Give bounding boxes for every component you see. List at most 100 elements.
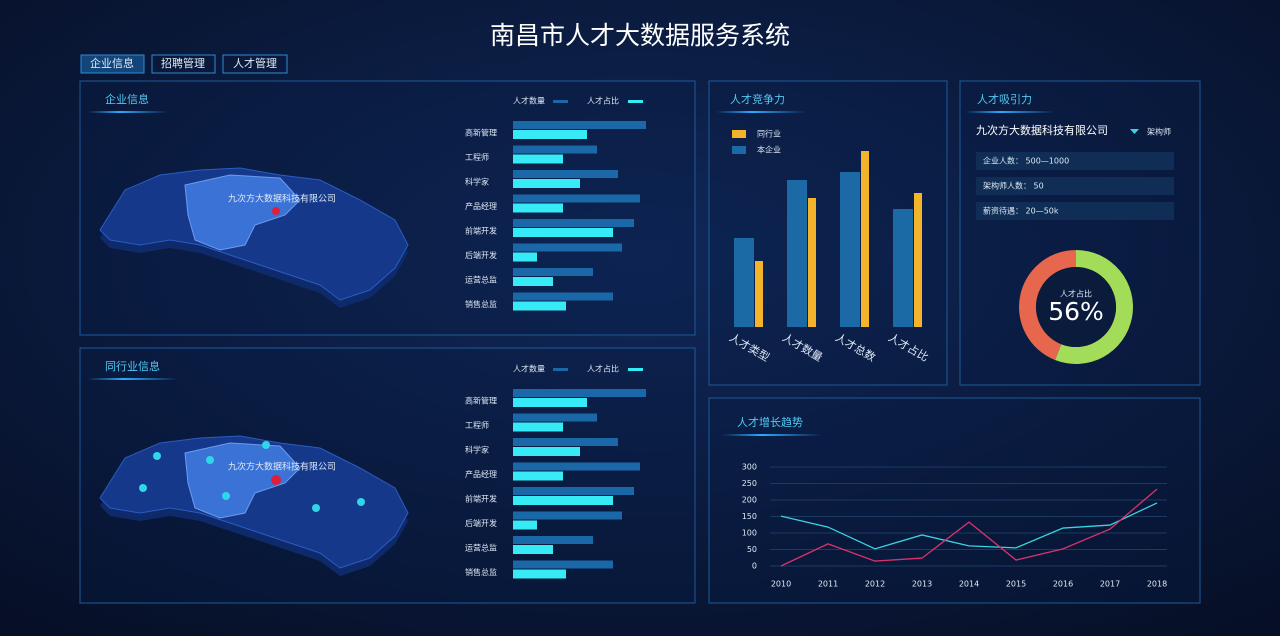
panel-title: 企业信息 — [105, 92, 149, 106]
donut-segment — [1018, 250, 1076, 360]
map-dot — [153, 452, 161, 460]
category-label: 后端开发 — [465, 518, 497, 528]
bar — [513, 277, 553, 286]
x-tick-label: 2014 — [959, 580, 979, 589]
bar — [513, 520, 537, 530]
category-label: 销售总监 — [465, 567, 497, 577]
x-tick-label: 2013 — [912, 580, 932, 589]
y-tick-label: 100 — [742, 529, 757, 538]
info-row — [976, 177, 1174, 195]
map-dot — [222, 492, 230, 500]
donut-hole — [1036, 267, 1116, 347]
x-tick-label: 2017 — [1100, 580, 1120, 589]
legend-swatch — [732, 130, 746, 138]
map-dot — [357, 498, 365, 506]
x-tick-label: 2016 — [1053, 580, 1073, 589]
category-label: 销售总监 — [465, 299, 497, 309]
line — [780, 488, 1158, 567]
legend-swatch — [553, 368, 568, 371]
bar — [513, 389, 646, 397]
tab-label[interactable]: 企业信息 — [90, 56, 134, 70]
bar — [513, 511, 622, 520]
map: 九次方大数据科技有限公司 — [99, 167, 409, 308]
tab-label[interactable]: 人才管理 — [233, 56, 277, 70]
line — [780, 502, 1158, 550]
donut-value: 56% — [1048, 297, 1104, 326]
y-tick-label: 250 — [742, 479, 757, 488]
legend-label: 人才占比 — [587, 364, 619, 374]
tab[interactable] — [80, 54, 145, 74]
category-label: 科学家 — [465, 445, 489, 455]
map-dot — [262, 441, 270, 449]
bar — [513, 243, 622, 252]
tab[interactable] — [222, 54, 288, 74]
title-underline — [88, 111, 168, 113]
category-label: 工程师 — [465, 152, 489, 162]
x-tick-label: 2012 — [865, 580, 885, 589]
legend-swatch — [628, 368, 643, 371]
bar — [513, 438, 618, 446]
bar — [513, 121, 646, 129]
info-text: 薪资待遇： 20—50k — [983, 206, 1059, 216]
legend-swatch — [553, 100, 568, 103]
legend-swatch — [732, 146, 746, 154]
bar — [513, 569, 566, 579]
tab-label[interactable]: 招聘管理 — [161, 56, 205, 70]
map-label: 九次方大数据科技有限公司 — [228, 193, 336, 205]
title-underline — [88, 378, 178, 380]
legend-swatch — [628, 100, 643, 103]
info-text: 架构师人数： 50 — [983, 181, 1044, 191]
x-tick-label: 2010 — [771, 580, 791, 589]
bar — [513, 447, 580, 456]
map-region-highlight — [184, 174, 301, 251]
bar — [513, 560, 613, 569]
bar — [513, 170, 618, 178]
map-marker — [272, 207, 280, 215]
bar — [513, 219, 634, 227]
bar — [513, 487, 634, 495]
x-tick-label: 2018 — [1147, 580, 1167, 589]
map-dot — [206, 456, 214, 464]
bar — [513, 545, 553, 554]
dropdown-arrow[interactable] — [1130, 129, 1139, 134]
category-label: 工程师 — [465, 420, 489, 430]
category-label: 高新管理 — [465, 128, 497, 138]
map: 九次方大数据科技有限公司 — [99, 435, 409, 576]
bar — [914, 193, 922, 327]
map-dot — [139, 484, 147, 492]
bar — [513, 398, 587, 407]
bar — [513, 413, 597, 422]
legend-label: 本企业 — [757, 145, 781, 155]
donut-segment — [1055, 250, 1133, 364]
y-tick-label: 300 — [742, 463, 757, 472]
bar — [513, 179, 580, 188]
y-tick-label: 0 — [752, 562, 757, 571]
dropdown-value[interactable]: 架构师 — [1147, 127, 1171, 137]
map-region — [99, 167, 409, 301]
panel-title: 人才增长趋势 — [737, 415, 803, 429]
bar — [513, 292, 613, 301]
legend-label: 人才数量 — [513, 96, 545, 106]
info-row — [976, 152, 1174, 170]
bar — [755, 261, 763, 327]
category-label: 产品经理 — [465, 469, 497, 479]
bar — [513, 194, 640, 203]
bar — [513, 203, 563, 213]
bar — [861, 151, 869, 327]
company-name: 九次方大数据科技有限公司 — [976, 123, 1108, 137]
donut-caption: 人才占比 — [1060, 289, 1092, 299]
bar — [513, 536, 593, 544]
map-region — [99, 435, 409, 569]
bar — [513, 130, 587, 139]
legend-label: 人才数量 — [513, 364, 545, 374]
title-underline — [965, 111, 1055, 113]
title-underline — [722, 434, 822, 436]
panel-title: 人才竞争力 — [730, 92, 785, 106]
legend-label: 同行业 — [757, 129, 781, 139]
panel-title: 人才吸引力 — [977, 92, 1032, 106]
category-label: 运营总监 — [465, 275, 497, 285]
x-tick-label: 2015 — [1006, 580, 1026, 589]
bar — [734, 238, 754, 327]
tab[interactable] — [151, 54, 216, 74]
